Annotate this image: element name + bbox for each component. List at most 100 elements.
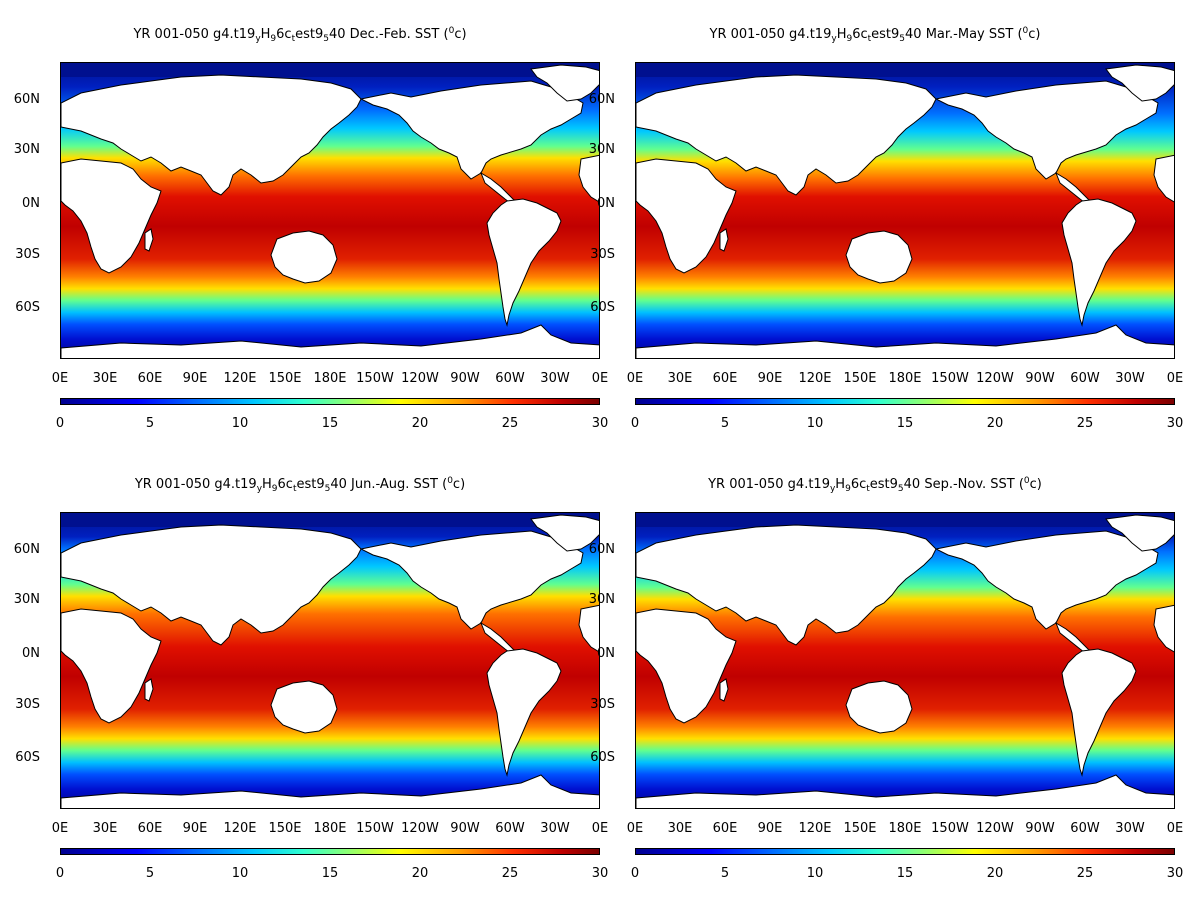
landmass-africa <box>636 608 737 724</box>
landmass-south-america <box>1061 198 1137 327</box>
colorbar-tick-label: 10 <box>231 866 249 881</box>
panel-title: YR 001-050 g4.t19yH96ctest9540 Sep.-Nov.… <box>575 476 1175 494</box>
colorbar-tick-label: 20 <box>986 416 1004 431</box>
title-part-post: 40 Sep.-Nov. SST ( <box>903 477 1024 492</box>
landmass-north-america <box>359 530 584 630</box>
colorbar-tick-label: 25 <box>501 866 519 881</box>
title-part-m3: est9 <box>871 27 900 42</box>
sst-map <box>60 62 600 359</box>
landmass-greenland <box>1105 514 1174 552</box>
title-part-s3: t <box>866 484 870 494</box>
title-part-m2: 6c <box>277 477 293 492</box>
longitude-label: 90E <box>757 821 783 836</box>
title-part-s4: 5 <box>324 484 331 494</box>
latitude-label: 30N <box>13 142 40 157</box>
colorbar-tick-label: 20 <box>411 866 429 881</box>
latitude-label: 0N <box>22 646 40 661</box>
title-part-s4: 5 <box>897 484 904 494</box>
longitude-label: 0E <box>1166 371 1184 386</box>
longitude-label: 30W <box>540 821 570 836</box>
longitude-label: 30E <box>92 371 118 386</box>
colorbar-tick-label: 30 <box>1166 866 1184 881</box>
colorbar-tick-label: 10 <box>806 866 824 881</box>
longitude-label: 120E <box>798 371 832 386</box>
longitude-label: 120E <box>223 371 257 386</box>
landmass-antarctica <box>61 774 599 808</box>
longitude-label: 0E <box>51 371 69 386</box>
title-part-end: c) <box>452 477 466 492</box>
longitude-label: 30E <box>92 821 118 836</box>
landmass-africa-west <box>578 604 599 653</box>
colorbar-tick-label: 0 <box>630 416 640 431</box>
sst-map <box>635 62 1175 359</box>
latitude-label: 60S <box>590 300 615 315</box>
landmass-australia <box>270 230 338 284</box>
title-part-m2: 6c <box>852 27 868 42</box>
longitude-label: 120W <box>976 371 1014 386</box>
longitude-label: 60E <box>137 821 163 836</box>
longitude-label: 90E <box>757 371 783 386</box>
landmass-antarctica <box>61 324 599 358</box>
title-part-m2: 6c <box>276 27 292 42</box>
longitude-label: 150E <box>268 821 302 836</box>
title-part-m2: 6c <box>850 477 867 492</box>
landmass-eurasia <box>61 74 362 196</box>
colorbar-tick-label: 0 <box>55 416 65 431</box>
title-part-sup: 0 <box>448 26 455 36</box>
longitude-label: 90W <box>1025 371 1055 386</box>
title-part-pre: YR 001-050 g4.t19 <box>708 477 830 492</box>
title-part-sup: 0 <box>447 476 453 486</box>
longitude-label: 120W <box>401 821 439 836</box>
title-part-pre: YR 001-050 g4.t19 <box>134 477 257 492</box>
longitude-label: 120E <box>798 821 832 836</box>
colorbar-tick-label: 30 <box>1166 416 1184 431</box>
title-part-m1: H <box>835 477 846 492</box>
landmass-eurasia <box>636 524 937 646</box>
longitude-label: 90E <box>182 821 208 836</box>
title-part-m3: est9 <box>296 477 325 492</box>
landmass-madagascar <box>144 678 154 702</box>
longitude-label: 60E <box>712 371 738 386</box>
landmass-africa-west <box>1153 604 1174 653</box>
landmass-africa <box>61 608 162 724</box>
colorbar-tick-label: 30 <box>591 416 609 431</box>
longitude-label: 0E <box>591 821 609 836</box>
landmass-greenland <box>530 64 599 102</box>
latitude-label: 60S <box>15 300 40 315</box>
landmass-south-america <box>486 198 562 327</box>
sst-panel: YR 001-050 g4.t19yH96ctest9540 Sep.-Nov.… <box>575 450 1184 900</box>
landmass-eurasia <box>636 74 937 196</box>
latitude-label: 60N <box>13 92 40 107</box>
longitude-label: 150W <box>356 371 394 386</box>
title-part-sup: 0 <box>1022 26 1029 36</box>
colorbar-tick-label: 5 <box>720 416 730 431</box>
colorbar-tick-label: 25 <box>501 416 519 431</box>
title-part-post: 40 Dec.-Feb. SST ( <box>328 27 449 42</box>
sst-field <box>61 513 599 808</box>
longitude-label: 60E <box>137 371 163 386</box>
latitude-label: 30N <box>13 592 40 607</box>
longitude-label: 90W <box>1025 821 1055 836</box>
colorbar-tick-label: 15 <box>896 416 914 431</box>
colorbar-tick-label: 30 <box>591 866 609 881</box>
longitude-label: 60W <box>1070 371 1100 386</box>
colorbar <box>60 398 600 405</box>
latitude-label: 60N <box>13 542 40 557</box>
longitude-label: 150E <box>268 371 302 386</box>
colorbar <box>635 398 1175 405</box>
longitude-label: 120W <box>976 821 1014 836</box>
title-part-pre: YR 001-050 g4.t19 <box>709 27 832 42</box>
longitude-label: 30W <box>540 371 570 386</box>
title-part-m1: H <box>836 27 847 42</box>
longitude-label: 150E <box>843 371 877 386</box>
arctic-ice-region <box>636 63 1174 77</box>
longitude-label: 180E <box>313 371 347 386</box>
landmass-madagascar <box>719 678 729 702</box>
colorbar-tick-label: 15 <box>896 866 914 881</box>
title-part-s1: y <box>255 34 261 44</box>
longitude-label: 60W <box>495 371 525 386</box>
longitude-label: 60W <box>1070 821 1100 836</box>
latitude-label: 30S <box>590 247 615 262</box>
title-part-s3: t <box>291 34 296 44</box>
sst-field <box>636 513 1174 808</box>
